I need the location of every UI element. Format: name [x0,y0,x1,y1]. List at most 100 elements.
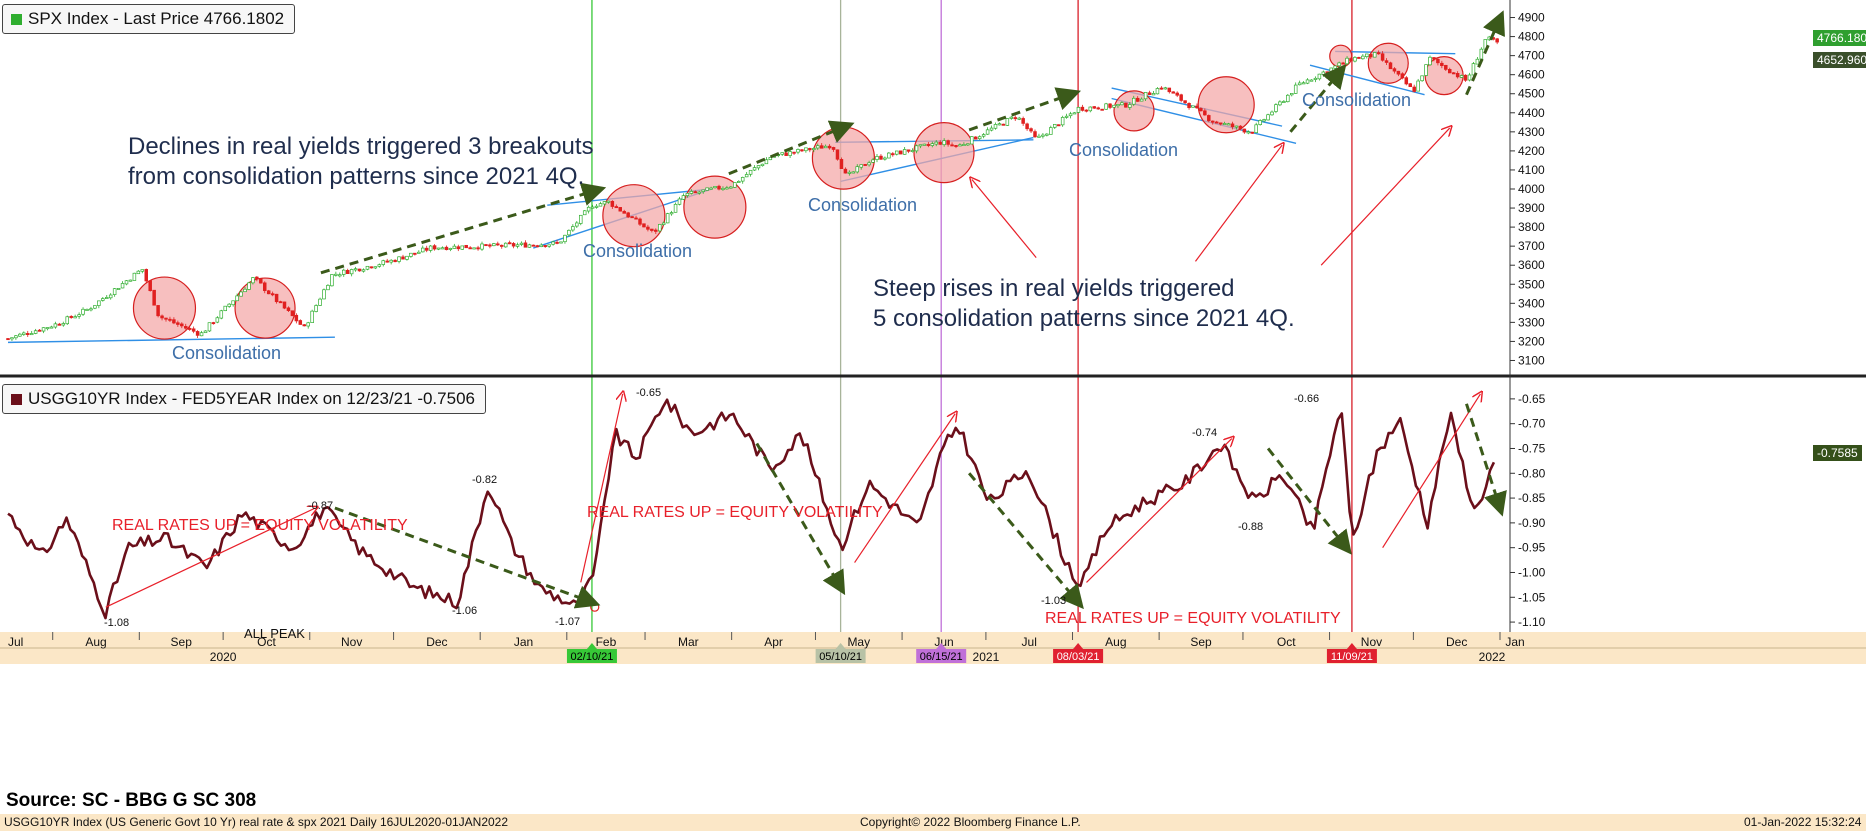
spx-candle-body [318,298,322,306]
spx-candle-body [906,149,911,152]
date-tag [1326,649,1377,663]
spx-candle-body [1218,122,1223,125]
spx-candle-body [1432,57,1436,60]
spx-candle-body [282,301,287,309]
spx-candle-body [1128,104,1132,108]
breakout-arrow [320,182,607,275]
spx-candle-body [1076,106,1081,113]
spx-candle-body [1361,55,1365,60]
spx-candle-body [950,144,954,147]
reference-price-tag: 4652.9604 [1813,52,1866,68]
spx-candle-body [128,279,133,282]
spx-candle-body [263,282,267,291]
spx-candle-body [531,244,536,247]
spx-candle-body [1155,88,1160,95]
spx-candle-body [104,297,109,299]
y-tick-label: 3300 [1518,315,1545,329]
spx-candle-body [1270,111,1274,116]
spx-candle-body [800,149,804,152]
spx-candle-body [22,332,26,335]
spx-candle-body [37,329,42,332]
date-tag-pointer [835,643,846,649]
spx-candle-body [515,244,520,247]
real-rate-value-tag: -0.7585 [1813,445,1862,461]
spx-candle-body [1274,104,1278,112]
date-tag [566,649,617,663]
spx-candle-body [713,186,717,189]
y-tick-label: -0.65 [1518,392,1546,406]
spx-candle-body [922,143,927,146]
spx-candle-body [1207,115,1211,122]
spx-candle-body [290,310,295,317]
spx-candle-body [760,163,765,167]
source-line: Source: SC - BBG G SC 308 [6,790,257,811]
trend-arrows [105,10,1507,610]
spx-candle-body [108,294,113,299]
spx-candle-body [132,272,137,281]
consolidation-circle [683,175,747,239]
y-tick-label: -1.00 [1518,565,1546,579]
spx-candle-body [124,280,129,285]
spx-candle-body [14,335,18,339]
spx-candle-body [938,141,942,145]
spx-candle-body [1341,62,1345,65]
y-tick-label: 4100 [1518,163,1545,177]
partial-text: ALL PEAK [244,626,305,641]
x-tick-label: Dec [426,635,447,649]
date-tag-label: 05/10/21 [819,651,862,663]
spx-candle-body [1440,62,1444,67]
spx-candle-body [29,333,34,336]
spx-candle-body [255,276,259,280]
spx-candle-body [1120,102,1124,106]
spx-candle-body [898,150,903,155]
spx-candle-body [630,216,634,219]
x-tick-label: Mar [678,635,699,649]
point-label: -0.87 [308,500,334,512]
spx-candle-body [349,269,354,275]
spx-candle-body [484,244,488,247]
spx-candle-body [511,243,516,247]
spx-candle-body [1380,53,1385,61]
spx-candle-body [1372,52,1377,58]
volatility-arrow [1194,145,1282,262]
spx-candle-body [1163,87,1168,90]
spx-candle-body [1179,94,1183,101]
year-label: 2020 [210,650,237,664]
spx-candle-body [144,269,149,282]
y-tick-label: 4400 [1518,106,1545,120]
spx-candle-body [401,256,405,260]
point-label: -1.03 [1041,595,1067,607]
spx-candle-body [1353,56,1357,62]
spx-legend-text: SPX Index - Last Price 4766.1802 [28,9,285,28]
y-tick-label: 4700 [1518,49,1545,63]
spx-candle-body [1333,65,1337,69]
spx-candle-body [1135,97,1140,102]
spx-candle-body [657,224,662,232]
spx-candle-body [926,144,931,146]
spx-candle-body [1278,101,1282,106]
spx-candle-body [1282,101,1286,103]
spx-candle-body [1467,74,1472,81]
real-rate-line [7,398,1496,620]
spx-candle-body [725,187,729,190]
spx-candle-body [863,164,867,166]
spx-candle-body [397,256,401,262]
spx-candle-body [85,308,89,311]
spx-candle-body [203,330,208,334]
spx-candle-body [1025,123,1029,130]
spx-candle-body [654,229,658,232]
spx-candle-body [1451,72,1456,75]
date-tag-pointer [1073,643,1084,649]
spx-candle-body [215,317,220,323]
consolidation-circle [602,184,666,248]
spx-candle-body [1329,67,1333,73]
spx-candle-body [334,273,338,276]
spx-candle-body [199,332,204,337]
spx-candle-body [891,153,895,156]
spx-candle-body [239,291,243,297]
spx-candle-body [1242,128,1247,133]
spx-candle-body [503,242,508,248]
spx-candle-body [701,189,705,192]
spx-candle-body [780,152,784,155]
spx-candle-body [1139,98,1144,102]
